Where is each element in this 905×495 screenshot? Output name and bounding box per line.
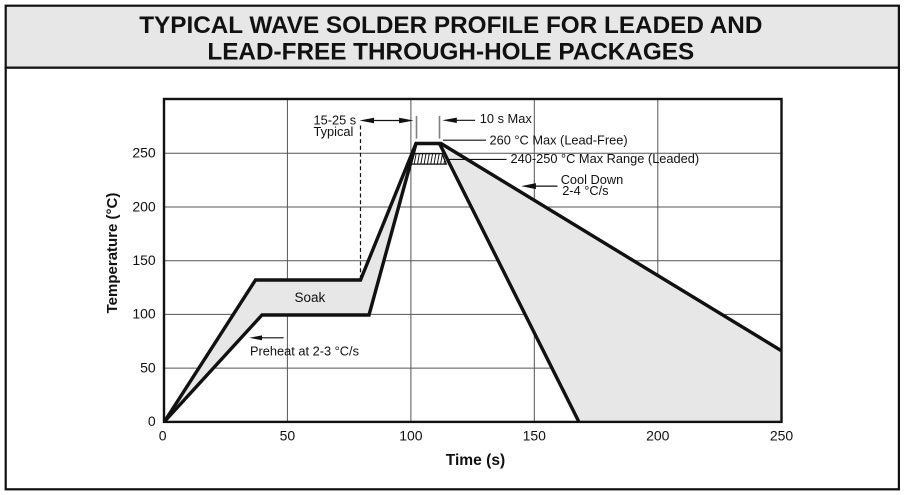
svg-text:2-4 °C/s: 2-4 °C/s xyxy=(562,183,608,198)
svg-text:150: 150 xyxy=(132,252,156,268)
svg-text:0: 0 xyxy=(159,428,167,444)
svg-text:Soak: Soak xyxy=(295,290,326,305)
svg-text:240-250 °C Max Range (Leaded): 240-250 °C Max Range (Leaded) xyxy=(511,151,700,166)
svg-text:250: 250 xyxy=(132,145,156,161)
svg-text:15-25 s: 15-25 s xyxy=(314,112,357,127)
svg-text:260 °C Max (Lead-Free): 260 °C Max (Lead-Free) xyxy=(490,132,628,147)
svg-text:10 s Max: 10 s Max xyxy=(480,111,533,126)
svg-text:200: 200 xyxy=(132,198,156,214)
svg-text:Typical: Typical xyxy=(314,124,354,139)
svg-text:0: 0 xyxy=(148,413,156,429)
svg-text:Cool Down: Cool Down xyxy=(561,172,624,187)
svg-text:TYPICAL WAVE SOLDER PROFILE FO: TYPICAL WAVE SOLDER PROFILE FOR LEADED A… xyxy=(139,12,762,39)
svg-text:50: 50 xyxy=(280,428,296,444)
svg-text:250: 250 xyxy=(770,428,794,444)
svg-text:200: 200 xyxy=(646,428,670,444)
svg-text:100: 100 xyxy=(132,306,156,322)
svg-text:100: 100 xyxy=(399,428,423,444)
svg-text:Temperature (°C): Temperature (°C) xyxy=(104,193,121,314)
svg-text:150: 150 xyxy=(523,428,547,444)
svg-text:LEAD-FREE THROUGH-HOLE PACKAGE: LEAD-FREE THROUGH-HOLE PACKAGES xyxy=(207,39,694,66)
svg-text:Time (s): Time (s) xyxy=(446,452,506,469)
svg-text:50: 50 xyxy=(140,359,156,375)
svg-text:Preheat at 2-3 °C/s: Preheat at 2-3 °C/s xyxy=(250,344,359,359)
